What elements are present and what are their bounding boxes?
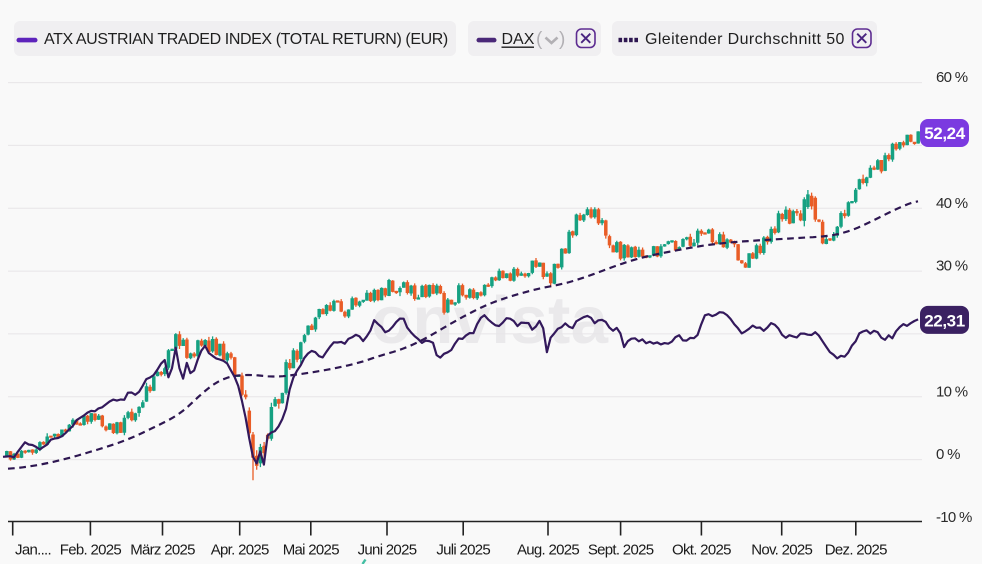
svg-text:DAX: DAX xyxy=(502,31,535,48)
svg-text:Feb. 2025: Feb. 2025 xyxy=(60,542,122,559)
svg-text:Nov. 2025: Nov. 2025 xyxy=(751,542,812,559)
svg-text:): ) xyxy=(559,29,565,50)
svg-text:Mai 2025: Mai 2025 xyxy=(283,542,339,559)
svg-text:Gleitender Durchschnitt 50: Gleitender Durchschnitt 50 xyxy=(645,31,845,48)
svg-text:Juni 2025: Juni 2025 xyxy=(358,542,417,559)
svg-text:(: ( xyxy=(536,29,543,50)
svg-text:Aug. 2025: Aug. 2025 xyxy=(517,542,579,559)
svg-text:Okt. 2025: Okt. 2025 xyxy=(672,542,731,559)
svg-text:60 %: 60 % xyxy=(936,69,968,86)
svg-text:Dez. 2025: Dez. 2025 xyxy=(825,542,887,559)
svg-text:März 2025: März 2025 xyxy=(130,542,195,559)
svg-text:0 %: 0 % xyxy=(936,446,960,463)
svg-text:30 %: 30 % xyxy=(936,258,968,275)
svg-text:22,31: 22,31 xyxy=(924,312,965,331)
svg-text:40 %: 40 % xyxy=(936,195,968,212)
svg-text:Sept. 2025: Sept. 2025 xyxy=(588,542,654,559)
svg-text:-10 %: -10 % xyxy=(936,509,972,526)
svg-text:Jan....: Jan.... xyxy=(15,542,51,559)
svg-text:Juli 2025: Juli 2025 xyxy=(436,542,490,559)
svg-text:10 %: 10 % xyxy=(936,383,968,400)
svg-text:52,24: 52,24 xyxy=(924,124,965,143)
svg-text:Apr. 2025: Apr. 2025 xyxy=(211,542,269,559)
svg-text:ATX AUSTRIAN TRADED INDEX (TOT: ATX AUSTRIAN TRADED INDEX (TOTAL RETURN)… xyxy=(44,31,448,48)
